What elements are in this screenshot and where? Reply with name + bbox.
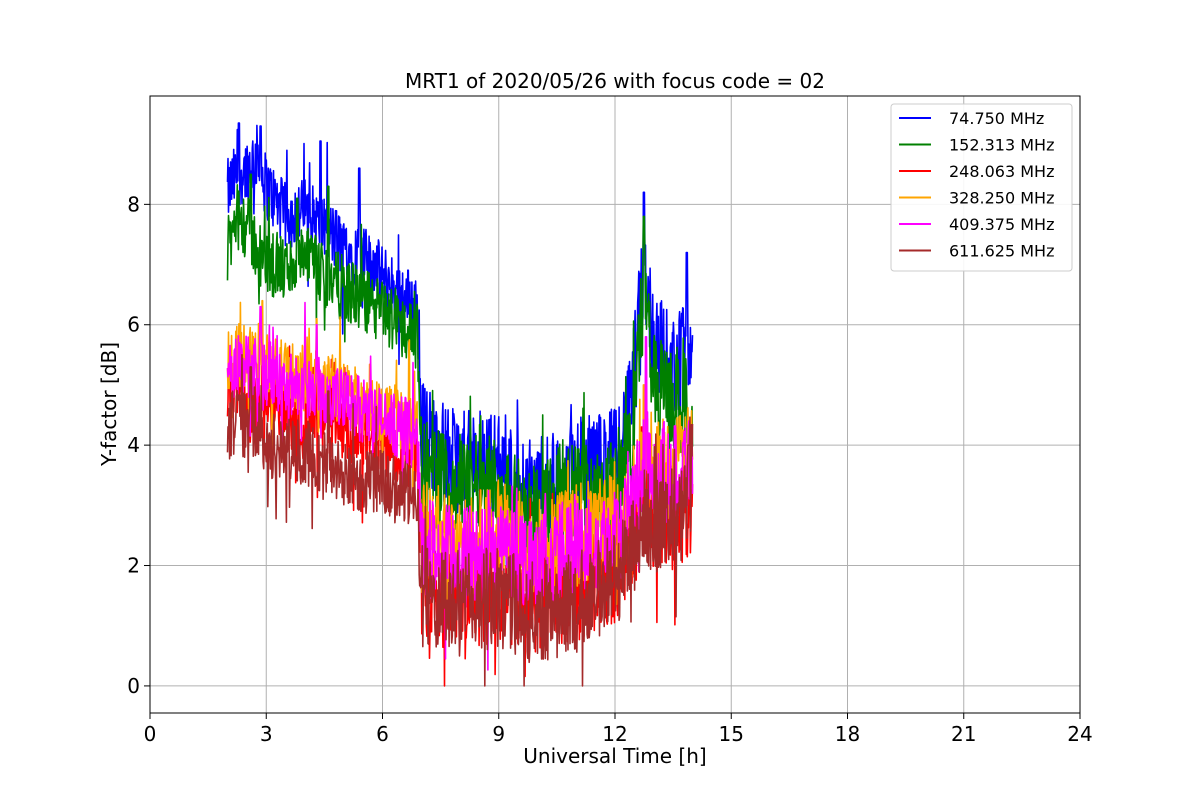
y-tick-label: 2 [127,554,140,578]
legend-label-3: 328.250 MHz [949,189,1054,208]
chart-title: MRT1 of 2020/05/26 with focus code = 02 [405,69,825,93]
y-axis-label: Y-factor [dB] [97,342,121,467]
x-tick-label: 24 [1067,722,1092,746]
x-tick-label: 0 [144,722,157,746]
plot-series-group [226,122,694,687]
series-line-5 [226,354,694,687]
legend: 74.750 MHz 152.313 MHz 248.063 MHz 328.250 … [890,103,1073,272]
x-tick-label: 21 [951,722,976,746]
x-tick-label: 18 [835,722,860,746]
legend-label-1: 152.313 MHz [949,136,1054,155]
y-tick-label: 4 [127,433,140,457]
legend-label-2: 248.063 MHz [949,162,1054,181]
legend-label-0: 74.750 MHz [949,109,1044,128]
x-axis: 0 3 6 9 12 15 18 21 24 [144,713,1093,746]
legend-label-4: 409.375 MHz [949,215,1054,234]
y-axis: 0 2 4 6 8 [127,192,150,698]
x-tick-label: 12 [602,722,627,746]
y-tick-label: 0 [127,674,140,698]
x-tick-label: 3 [260,722,273,746]
x-tick-label: 9 [492,722,505,746]
x-tick-label: 15 [719,722,744,746]
y-tick-label: 6 [127,313,140,337]
legend-label-5: 611.625 MHz [949,242,1054,261]
x-tick-label: 6 [376,722,389,746]
legend-box [890,103,1073,272]
x-axis-label: Universal Time [h] [523,744,706,768]
y-tick-label: 8 [127,192,140,216]
